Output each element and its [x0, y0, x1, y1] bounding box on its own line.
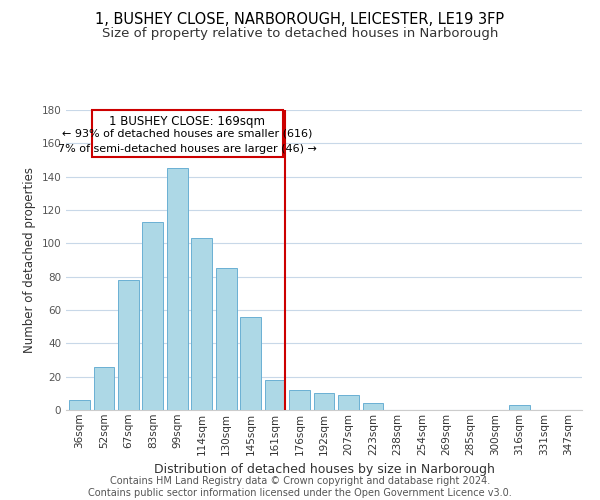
Bar: [289, 390, 310, 410]
Text: 1 BUSHEY CLOSE: 169sqm: 1 BUSHEY CLOSE: 169sqm: [109, 116, 265, 128]
Text: 7% of semi-detached houses are larger (46) →: 7% of semi-detached houses are larger (4…: [58, 144, 317, 154]
Text: Size of property relative to detached houses in Narborough: Size of property relative to detached ho…: [102, 28, 498, 40]
X-axis label: Distribution of detached houses by size in Narborough: Distribution of detached houses by size …: [154, 463, 494, 476]
Bar: [265, 380, 286, 410]
Bar: [338, 395, 359, 410]
Bar: [509, 405, 530, 410]
Bar: [118, 280, 139, 410]
Bar: [240, 316, 261, 410]
Bar: [94, 366, 114, 410]
Bar: [362, 404, 383, 410]
Text: 1, BUSHEY CLOSE, NARBOROUGH, LEICESTER, LE19 3FP: 1, BUSHEY CLOSE, NARBOROUGH, LEICESTER, …: [95, 12, 505, 28]
Text: ← 93% of detached houses are smaller (616): ← 93% of detached houses are smaller (61…: [62, 128, 313, 138]
Bar: [69, 400, 90, 410]
Bar: [142, 222, 163, 410]
Bar: [314, 394, 334, 410]
Bar: [191, 238, 212, 410]
Bar: [216, 268, 236, 410]
Text: Contains public sector information licensed under the Open Government Licence v3: Contains public sector information licen…: [88, 488, 512, 498]
Text: Contains HM Land Registry data © Crown copyright and database right 2024.: Contains HM Land Registry data © Crown c…: [110, 476, 490, 486]
Y-axis label: Number of detached properties: Number of detached properties: [23, 167, 36, 353]
Bar: [167, 168, 188, 410]
FancyBboxPatch shape: [92, 110, 283, 156]
